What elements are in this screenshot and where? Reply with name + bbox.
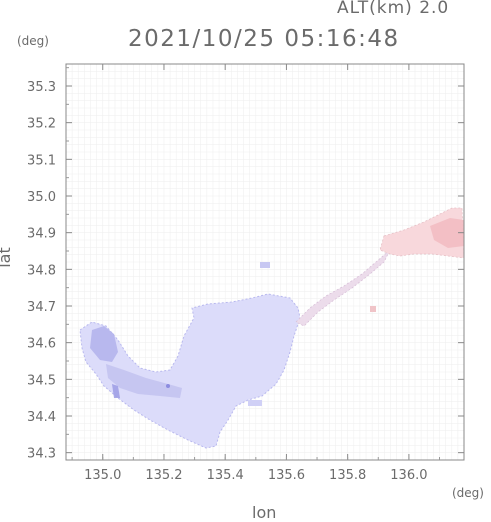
pink-echo-speck xyxy=(370,306,376,312)
y-tick-label: 34.6 xyxy=(27,337,56,352)
y-axis-unit: (deg) xyxy=(17,34,49,48)
x-tick-label: 135.2 xyxy=(145,468,182,483)
blue-echo-spot xyxy=(166,384,170,388)
y-tick-label: 34.7 xyxy=(27,300,56,315)
y-tick-label: 34.8 xyxy=(27,263,56,278)
y-tick-label: 34.4 xyxy=(27,410,56,425)
pink-echo-region xyxy=(379,207,465,259)
y-tick-label: 35.0 xyxy=(27,190,56,205)
plot-frame xyxy=(65,63,465,461)
datetime-title: 2021/10/25 05:16:48 xyxy=(128,26,400,52)
y-tick-label: 34.9 xyxy=(27,227,56,242)
blue-echo-dark xyxy=(90,326,118,362)
altitude-label: ALT(km) 2.0 xyxy=(337,0,450,18)
blue-echo-region xyxy=(79,293,301,449)
x-tick-label: 135.8 xyxy=(329,468,366,483)
pink-echo-core xyxy=(430,218,464,248)
blue-echo-speck xyxy=(260,262,270,268)
x-tick-label: 135.4 xyxy=(207,468,244,483)
radar-field xyxy=(79,207,465,449)
x-tick-label: 136.0 xyxy=(390,468,427,483)
y-tick-label: 34.3 xyxy=(27,447,56,462)
blue-echo-speck xyxy=(248,400,262,406)
blue-echo-core xyxy=(112,384,120,398)
y-tick-label: 35.2 xyxy=(27,117,56,132)
y-tick-label: 34.5 xyxy=(27,373,56,388)
y-tick-label: 35.3 xyxy=(27,80,56,95)
y-ticks: 34.3 34.4 34.5 34.6 34.7 34.8 34.9 35.0 35.1 35.2… xyxy=(27,67,464,462)
x-axis-unit: (deg) xyxy=(452,486,484,500)
y-tick-label: 35.1 xyxy=(27,153,56,168)
blue-echo-band xyxy=(106,364,182,398)
pink-echo-band xyxy=(295,249,391,327)
x-axis-label: lon xyxy=(252,503,277,522)
x-tick-label: 135.0 xyxy=(84,468,121,483)
x-ticks: 135.0 135.2 135.4 135.6 135.8 136.0 xyxy=(71,64,441,483)
x-tick-label: 135.6 xyxy=(268,468,305,483)
